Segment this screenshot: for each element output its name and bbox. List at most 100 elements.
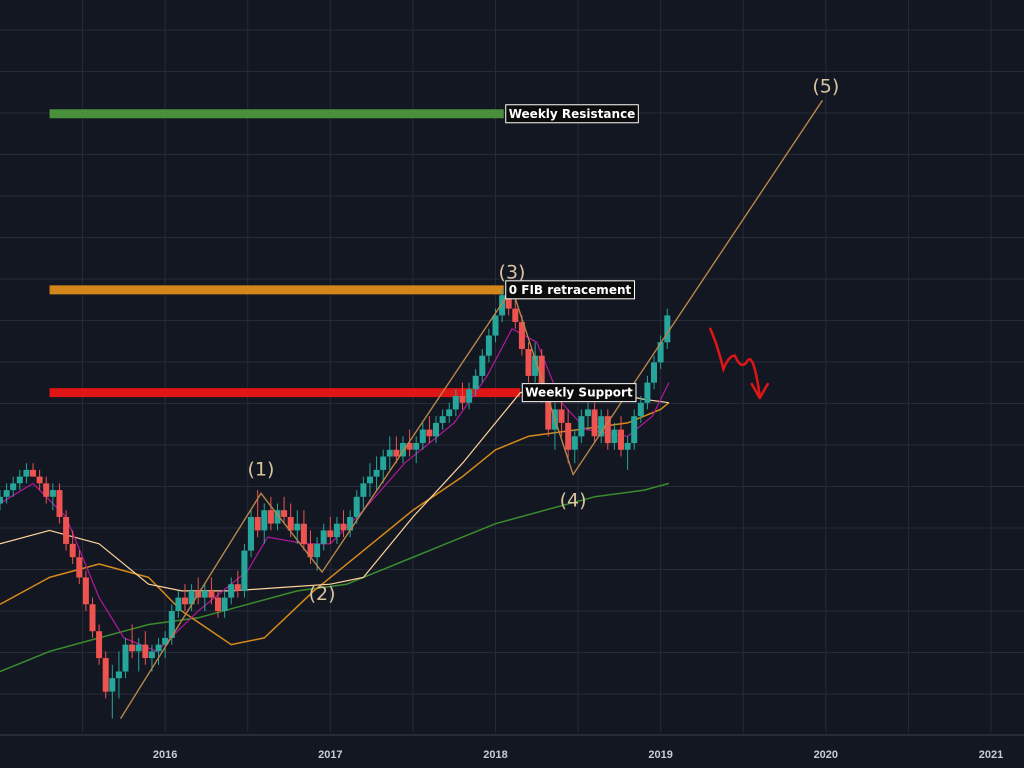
candle-body	[89, 604, 96, 632]
candle-body	[182, 597, 188, 605]
candle-body	[30, 469, 36, 477]
candle-body	[287, 517, 294, 531]
candle-body	[0, 496, 3, 504]
candle-body	[611, 429, 618, 443]
elliott-wave	[120, 99, 824, 719]
candle-body	[452, 396, 459, 410]
level-label-box	[521, 383, 637, 403]
candle-body	[10, 483, 17, 491]
candle-body	[485, 335, 492, 356]
candle-body	[518, 322, 525, 349]
candle-body	[604, 416, 611, 444]
x-tick-label: 2019	[648, 749, 672, 761]
candle-body	[327, 530, 334, 538]
candle-body	[76, 557, 83, 578]
candle-body	[439, 416, 446, 423]
candle-body	[234, 584, 241, 591]
candle-body	[644, 382, 651, 403]
candle-body	[545, 396, 552, 430]
candle-body	[175, 597, 182, 611]
candle-body	[525, 349, 532, 376]
candle-body	[578, 416, 585, 437]
candlesticks	[0, 288, 671, 719]
candle-body	[56, 490, 63, 517]
level-label-text: Weekly Support	[525, 386, 633, 400]
candle-body	[122, 644, 129, 672]
candle-body	[188, 590, 195, 605]
x-tick-label: 2016	[153, 749, 177, 761]
candle-body	[135, 644, 142, 652]
candle-body	[353, 496, 360, 517]
candle-body	[624, 443, 631, 450]
candle-body	[208, 590, 215, 598]
level-labels[interactable]: Weekly Resistance 0 FIB retracement Weekly…	[505, 104, 639, 403]
candle-body	[63, 517, 70, 544]
candle-body	[300, 523, 307, 544]
wave-labels: (1) (2) (3) (4) (5)	[247, 75, 839, 605]
candle-body	[631, 416, 638, 444]
wave-label: (5)	[812, 75, 839, 97]
candle-body	[23, 469, 30, 477]
candle-body	[3, 490, 10, 497]
candle-body	[254, 517, 261, 531]
candle-body	[558, 409, 565, 423]
x-tick-label: 2018	[483, 749, 507, 761]
candle-body	[386, 449, 393, 457]
projection-arrow	[708, 327, 769, 400]
level-label-text: 0 FIB retracement	[509, 283, 632, 297]
level-label-text: Weekly Resistance	[509, 107, 636, 121]
candle-body	[129, 644, 136, 652]
candle-body	[393, 449, 400, 457]
candle-body	[466, 389, 473, 403]
candle-body	[512, 308, 519, 322]
candle-body	[664, 315, 671, 343]
level-label-1: 0 FIB retracement	[505, 280, 636, 300]
wave-label: (4)	[560, 490, 587, 512]
candle-body	[446, 409, 453, 417]
candle-body	[406, 443, 413, 450]
candle-body	[426, 429, 433, 437]
x-axis: 2016 2017 2018 2019 2020 2021	[153, 749, 1003, 761]
candle-body	[571, 436, 578, 450]
candle-body	[591, 409, 598, 437]
candle-body	[294, 523, 301, 531]
candle-body	[155, 644, 162, 652]
candle-body	[585, 409, 591, 417]
projection-arrowhead	[750, 382, 769, 400]
candle-body	[16, 476, 23, 484]
candle-body	[532, 355, 539, 376]
candle-body	[241, 550, 248, 591]
candle-body	[267, 510, 274, 524]
projection-path	[708, 327, 761, 398]
level-label-0: Weekly Resistance	[505, 104, 639, 124]
candle-body	[168, 611, 175, 638]
candle-body	[367, 476, 373, 484]
candle-body	[274, 510, 281, 524]
candle-body	[148, 651, 155, 659]
candle-body	[499, 295, 506, 316]
candle-body	[261, 510, 268, 531]
candle-body	[433, 422, 439, 437]
x-tick-label: 2017	[318, 749, 342, 761]
candle-body	[215, 597, 221, 611]
candle-body	[347, 517, 354, 531]
candle-body	[142, 644, 149, 658]
candle-body	[115, 671, 122, 679]
candle-body	[201, 590, 208, 598]
candle-body	[538, 355, 545, 396]
wave-path	[120, 99, 824, 719]
candle-body	[333, 523, 340, 538]
wave-label: (1)	[247, 458, 274, 480]
level-label-2: Weekly Support	[521, 383, 637, 403]
candle-body	[637, 402, 644, 417]
candle-body	[221, 597, 228, 611]
candle-body	[248, 517, 254, 551]
candle-body	[472, 375, 479, 390]
candle-body	[380, 456, 387, 470]
candle-body	[36, 476, 43, 484]
candle-body	[400, 443, 406, 457]
candle-body	[413, 443, 420, 450]
candle-body	[281, 510, 288, 517]
